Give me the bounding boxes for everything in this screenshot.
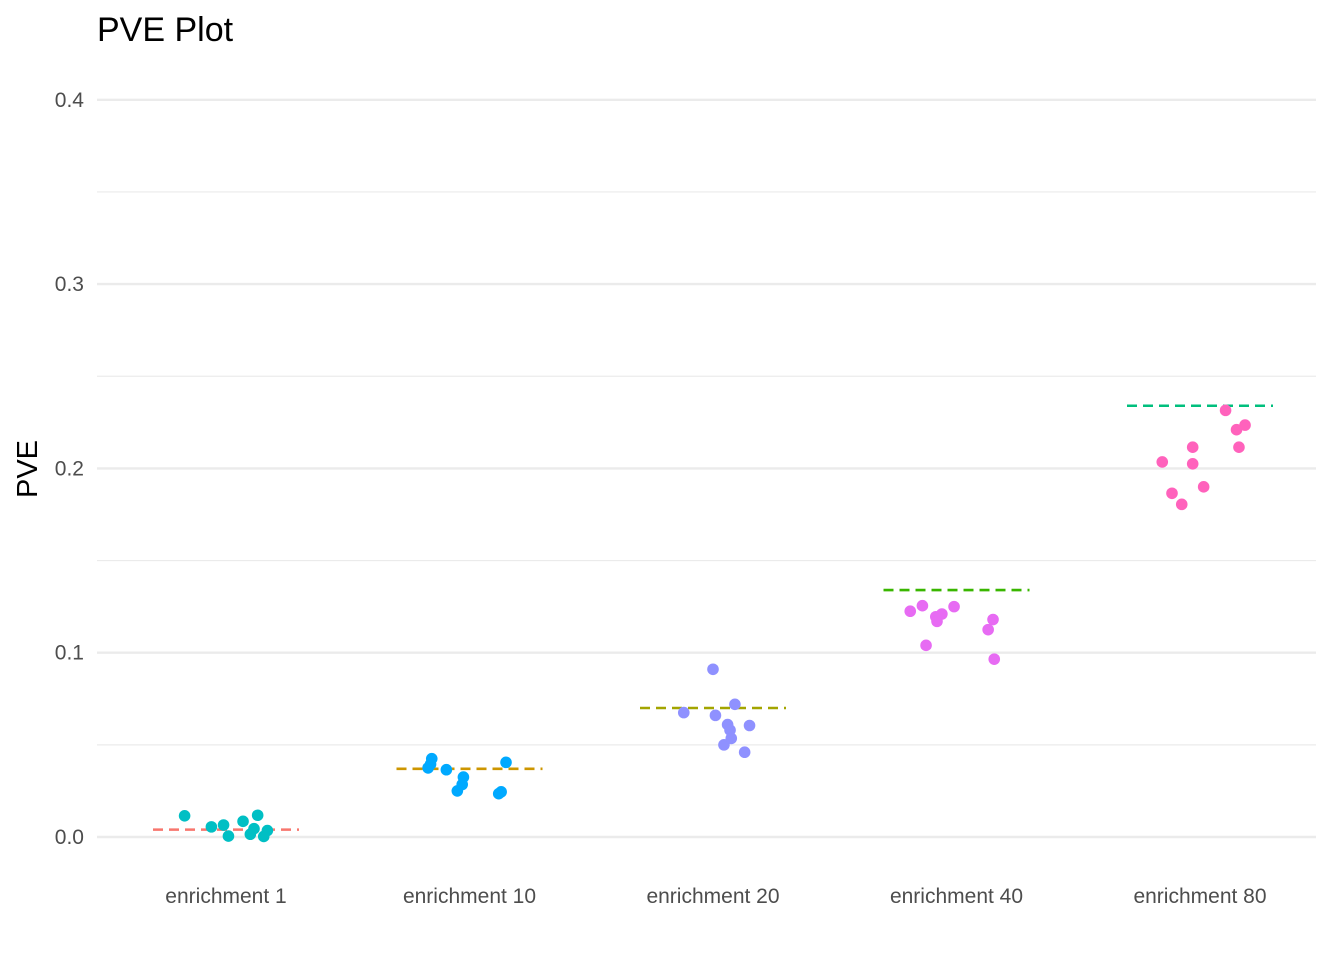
data-point — [1239, 419, 1251, 431]
data-point — [457, 771, 470, 783]
data-point — [1197, 481, 1210, 493]
y-tick-label: 0.4 — [55, 89, 85, 112]
data-point — [707, 663, 719, 676]
data-point — [743, 719, 756, 732]
y-tick-label: 0.2 — [55, 457, 84, 480]
data-point — [738, 746, 751, 759]
data-point — [500, 756, 512, 769]
data-point — [916, 599, 929, 612]
data-point — [1233, 441, 1245, 454]
data-point — [936, 608, 948, 620]
y-tick-label: 0.0 — [55, 826, 84, 849]
data-point — [237, 815, 249, 828]
data-point — [904, 605, 917, 618]
x-axis-ticks: enrichment 1 enrichment 10 enrichment 20 en… — [165, 885, 1266, 908]
data-point — [1219, 404, 1232, 417]
data-point — [1230, 423, 1243, 436]
data-points — [178, 404, 1251, 843]
x-tick-label: enrichment 10 — [403, 885, 536, 908]
data-point — [222, 830, 235, 842]
data-point — [217, 819, 230, 831]
y-axis-ticks: 0.0 0.1 0.2 0.3 0.4 — [55, 89, 85, 849]
data-point — [920, 639, 932, 652]
data-point — [248, 822, 260, 835]
data-point — [1186, 441, 1199, 454]
x-tick-label: enrichment 20 — [646, 885, 779, 908]
y-tick-label: 0.3 — [55, 273, 84, 296]
data-point — [1175, 498, 1188, 511]
data-point — [178, 810, 191, 822]
data-point — [948, 600, 960, 613]
y-axis-label: PVE — [12, 440, 44, 498]
y-tick-label: 0.1 — [55, 642, 84, 665]
x-tick-label: enrichment 80 — [1133, 885, 1266, 908]
data-point — [425, 752, 438, 765]
data-point — [725, 732, 738, 745]
data-point — [709, 709, 722, 722]
x-tick-label: enrichment 40 — [890, 885, 1023, 908]
grid-lines — [97, 98, 1316, 839]
data-point — [729, 698, 741, 711]
x-tick-label: enrichment 1 — [165, 885, 286, 908]
data-point — [261, 824, 274, 837]
data-point — [1156, 456, 1169, 468]
data-point — [1186, 457, 1199, 470]
data-point — [982, 623, 994, 636]
data-point — [988, 653, 1001, 665]
data-point — [677, 706, 690, 719]
data-point — [495, 786, 507, 798]
reference-lines — [153, 404, 1273, 831]
data-point — [251, 809, 264, 822]
data-point — [205, 821, 218, 833]
data-point — [987, 613, 999, 626]
data-point — [440, 763, 453, 776]
chart-title: PVE Plot — [97, 11, 234, 49]
data-point — [1166, 487, 1178, 500]
